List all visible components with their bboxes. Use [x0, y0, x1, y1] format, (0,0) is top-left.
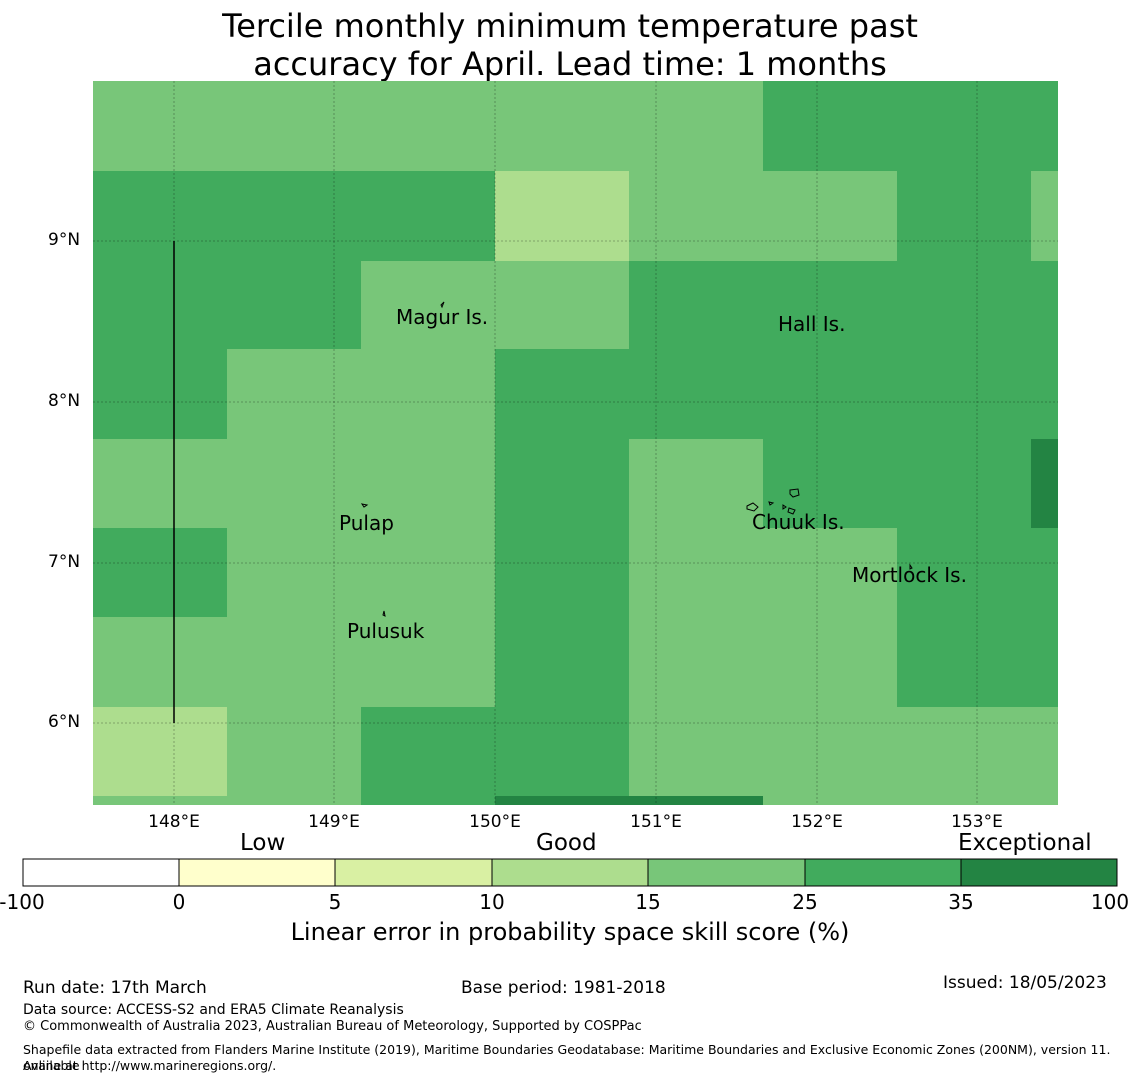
- island-chuuk: [746, 488, 800, 515]
- colorbar-segment: [22, 858, 180, 887]
- lat-tick: 8°N: [48, 391, 81, 411]
- island-magur: [440, 301, 445, 309]
- lon-tick: 153°E: [951, 812, 1003, 832]
- colorbar-tick: 10: [479, 890, 505, 914]
- category-good: Good: [536, 830, 597, 856]
- island-pulusuk: [382, 610, 386, 617]
- colorbar-segment: [334, 858, 493, 887]
- cell: [93, 707, 227, 796]
- data-source: Data source: ACCESS-S2 and ERA5 Climate …: [23, 1002, 404, 1018]
- cell: [897, 171, 1031, 261]
- cell: [1031, 439, 1058, 528]
- colorbar-segment: [178, 858, 336, 887]
- place-label: Chuuk Is.: [752, 510, 845, 534]
- colorbar-tick: 100: [1090, 890, 1130, 914]
- cell: [495, 617, 629, 707]
- category-exceptional: Exceptional: [958, 830, 1092, 856]
- cell: [897, 528, 1058, 617]
- colorbar-segment: [647, 858, 806, 887]
- copyright: © Commonwealth of Australia 2023, Austra…: [23, 1019, 642, 1034]
- lon-tick: 149°E: [308, 812, 360, 832]
- lon-tick: 151°E: [630, 812, 682, 832]
- lon-tick: 152°E: [791, 812, 843, 832]
- cell: [763, 81, 1058, 171]
- colorbar-tick: -100: [0, 890, 45, 914]
- cell: [495, 171, 629, 261]
- island-outlines: [360, 301, 913, 617]
- run-date: Run date: 17th March: [23, 978, 207, 998]
- colorbar-tick: 15: [635, 890, 661, 914]
- colorbar-tick: 5: [328, 890, 342, 914]
- place-label: Pulap: [339, 511, 394, 535]
- cell: [495, 439, 629, 528]
- colorbar-segment: [804, 858, 962, 887]
- place-label: Hall Is.: [778, 312, 846, 336]
- cell: [93, 261, 361, 349]
- cell: [361, 707, 629, 805]
- island-mortlock: [909, 563, 913, 570]
- colorbar-segment: [960, 858, 1118, 887]
- cell: [495, 796, 763, 805]
- lat-tick: 6°N: [48, 712, 81, 732]
- shapefile-credit-line2: online at http://www.marineregions.org/.: [23, 1058, 277, 1073]
- colorbar: [22, 858, 1118, 887]
- colorbar-segment: [491, 858, 649, 887]
- cell: [93, 171, 495, 261]
- cell: [763, 439, 1031, 528]
- issued-date: Issued: 18/05/2023: [943, 973, 1107, 993]
- category-low: Low: [240, 830, 286, 856]
- island-pulap: [360, 503, 369, 508]
- colorbar-tick: 35: [948, 890, 974, 914]
- colorbar-label: Linear error in probability space skill …: [290, 918, 850, 946]
- map-cells: [93, 81, 1058, 805]
- lon-tick: 148°E: [148, 812, 200, 832]
- map-title-line1: Tercile monthly minimum temperature past: [222, 7, 918, 45]
- map-title-line2: accuracy for April. Lead time: 1 months: [253, 45, 887, 83]
- cell: [897, 617, 1058, 707]
- cell: [495, 528, 629, 617]
- colorbar-tick: 25: [792, 890, 818, 914]
- base-period: Base period: 1981-2018: [461, 978, 666, 998]
- lat-tick: 7°N: [48, 552, 81, 572]
- place-label: Mortlock Is.: [852, 563, 967, 587]
- shapefile-credit-line1: Shapefile data extracted from Flanders M…: [23, 1042, 1111, 1073]
- place-label: Pulusuk: [347, 619, 425, 643]
- place-label: Magur Is.: [396, 305, 489, 329]
- lon-tick: 150°E: [469, 812, 521, 832]
- cell: [93, 528, 227, 617]
- cell: [629, 261, 1058, 349]
- cell: [495, 349, 1058, 439]
- colorbar-tick: 0: [172, 890, 186, 914]
- cell: [93, 349, 227, 439]
- lat-tick: 9°N: [48, 230, 81, 250]
